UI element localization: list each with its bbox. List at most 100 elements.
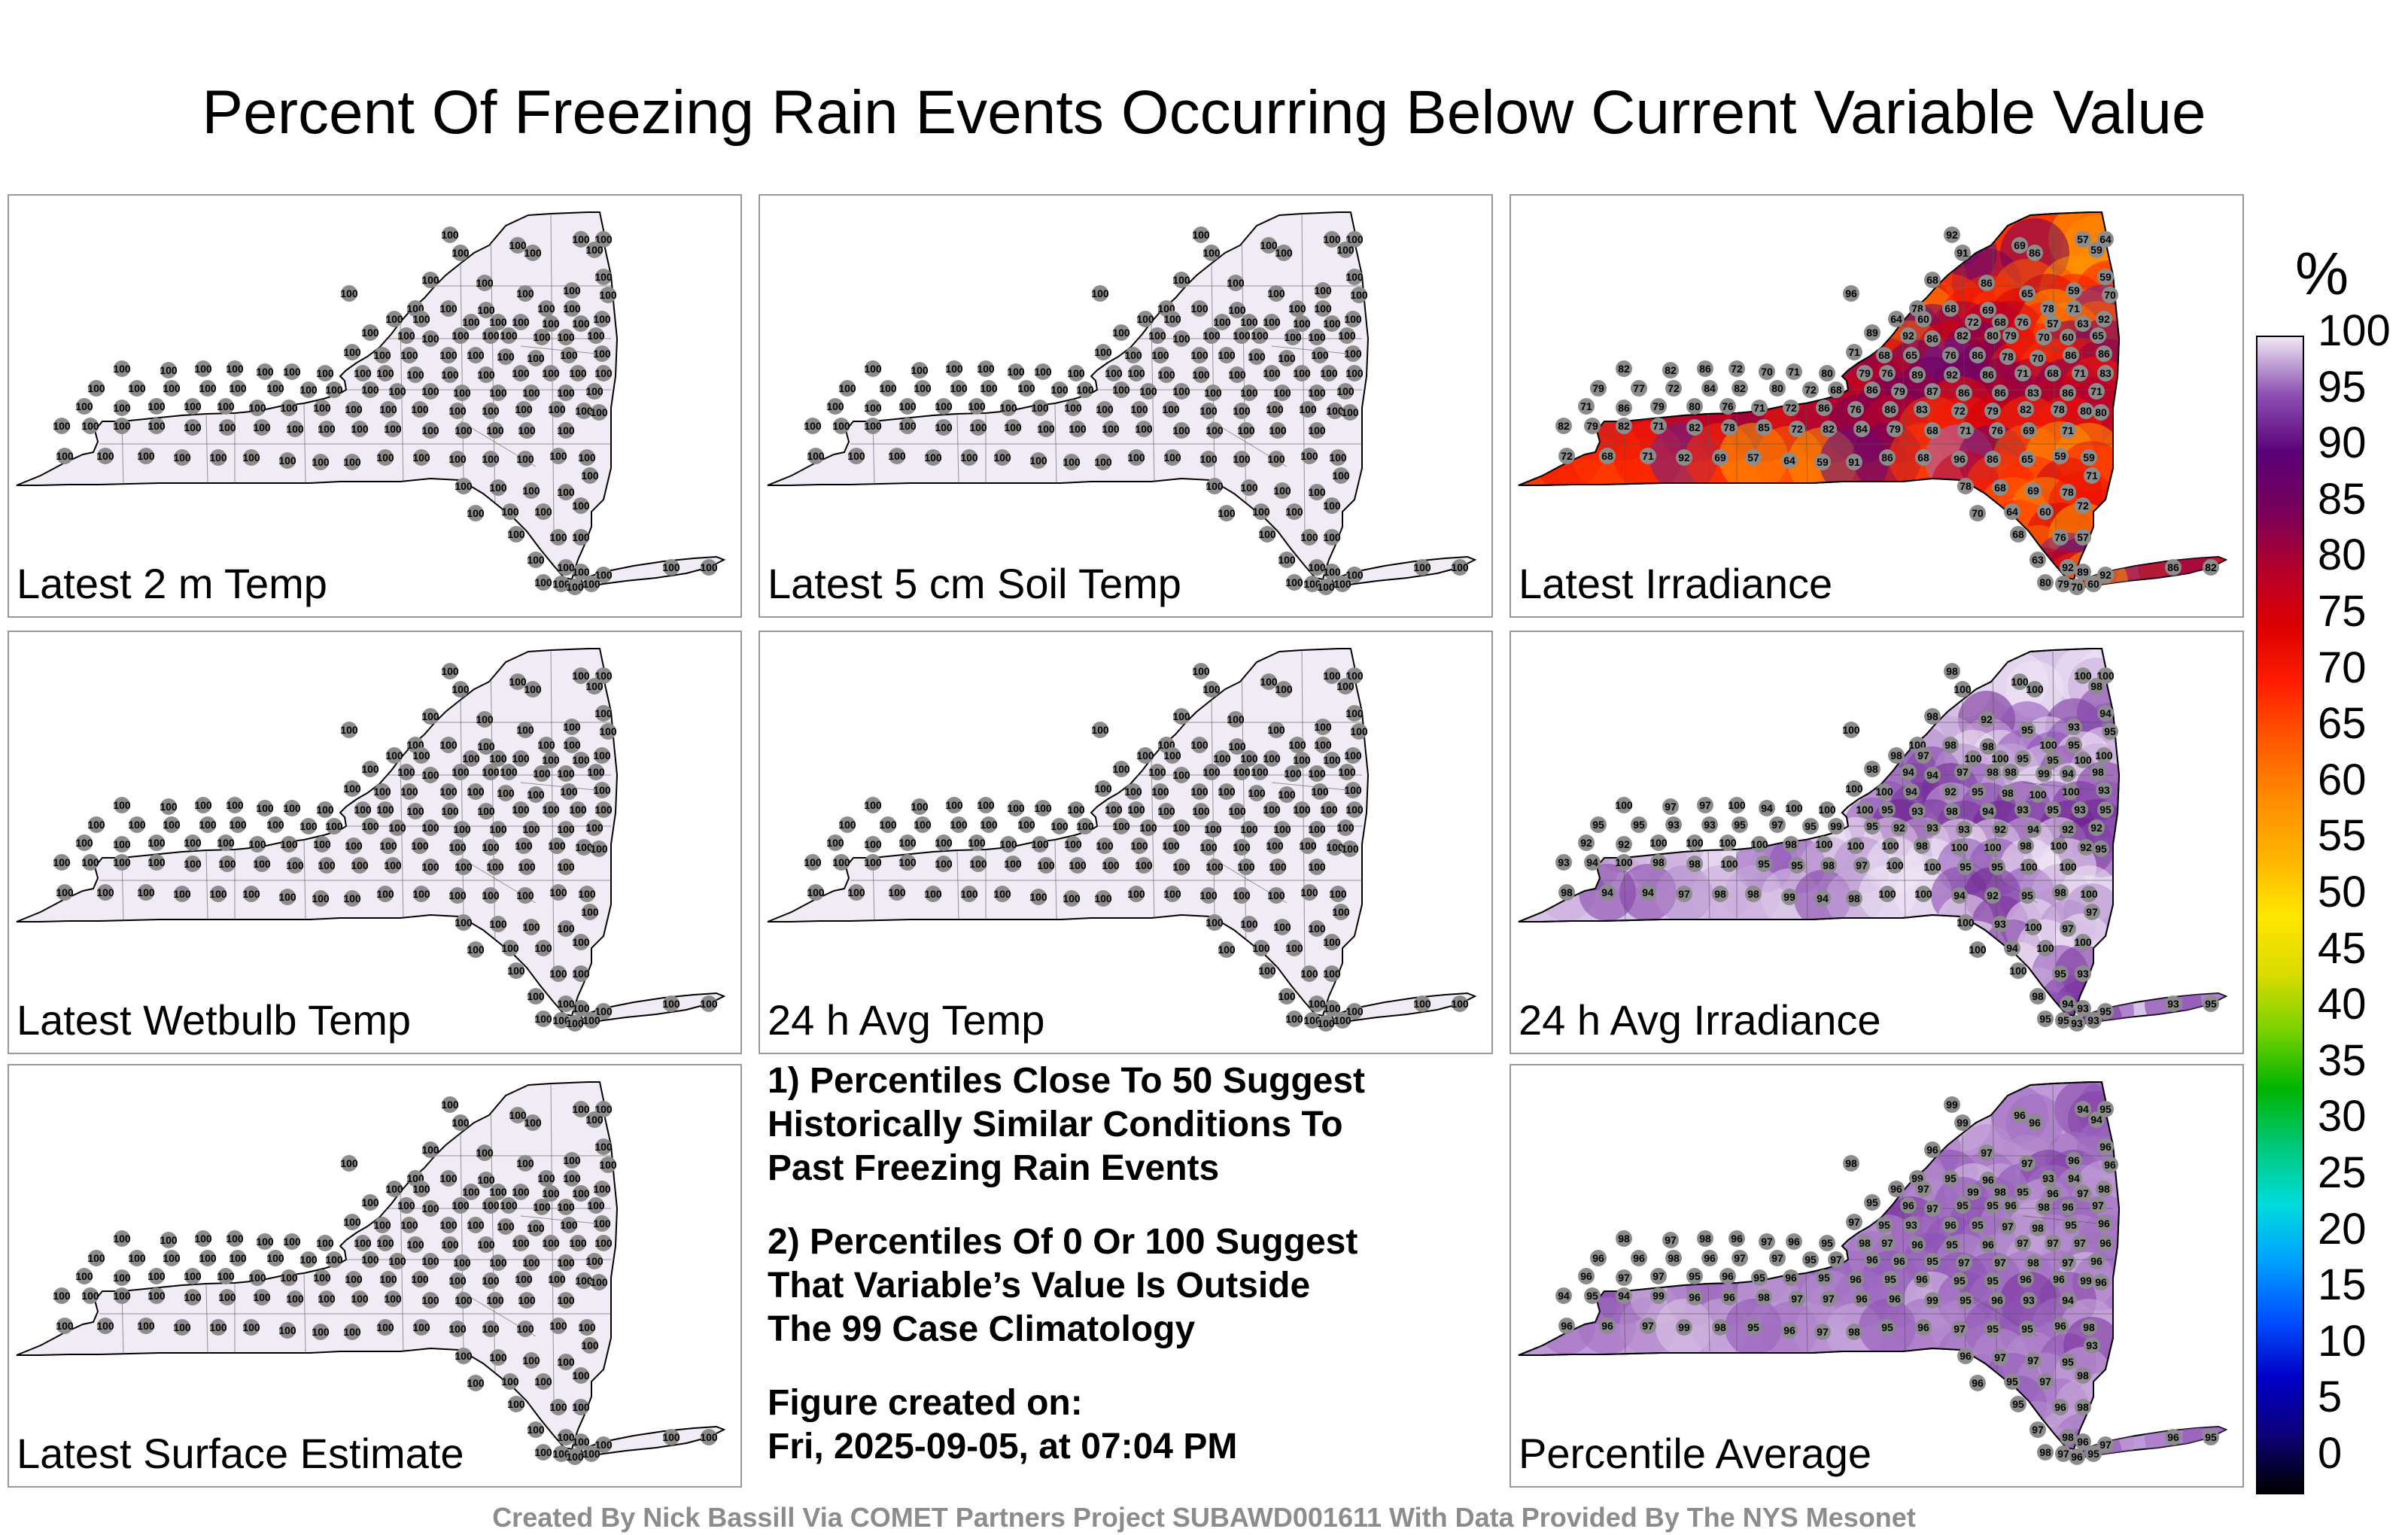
- station-marker: [386, 747, 403, 764]
- station-value: 96: [2095, 1276, 2107, 1288]
- station-value: 100: [549, 531, 567, 543]
- station-marker: [2014, 1235, 2031, 1251]
- station-marker: [914, 816, 931, 833]
- station-marker: [512, 801, 529, 818]
- station-value: 100: [1317, 1017, 1335, 1029]
- station-marker: [114, 1287, 130, 1304]
- station-value: 100: [594, 233, 613, 245]
- station-value: 100: [489, 482, 507, 494]
- station-marker: [374, 783, 391, 800]
- station-marker: [517, 887, 534, 904]
- station-marker: [1665, 380, 1682, 397]
- station-value: 100: [572, 1401, 590, 1413]
- station-marker: [1275, 245, 1292, 261]
- station-value: 100: [512, 752, 530, 764]
- station-value: 100: [376, 451, 394, 464]
- station-marker: [1992, 1254, 2008, 1271]
- station-value: 97: [1958, 1257, 1970, 1269]
- station-marker: [2010, 962, 2026, 979]
- station-value: 100: [572, 754, 590, 766]
- station-value: 97: [2077, 1187, 2089, 1199]
- station-value: 100: [184, 421, 202, 433]
- station-value: 100: [482, 330, 500, 342]
- station-marker: [1984, 839, 2001, 856]
- station-marker: [1304, 1012, 1321, 1029]
- station-marker: [210, 449, 227, 466]
- station-marker: [2017, 837, 2034, 854]
- station-marker: [1555, 1287, 1572, 1304]
- station-marker: [1414, 995, 1431, 1012]
- station-value: 100: [199, 382, 217, 394]
- station-value: 100: [1278, 554, 1296, 566]
- station-marker: [538, 1170, 555, 1187]
- station-value: 78: [1960, 480, 1972, 492]
- station-marker: [1914, 1271, 1930, 1287]
- station-marker: [1584, 1287, 1601, 1304]
- station-marker: [1289, 300, 1306, 317]
- station-value: 100: [1228, 805, 1246, 817]
- station-value: 100: [421, 424, 439, 436]
- panel-label: 24 h Avg Temp: [768, 996, 1045, 1044]
- station-value: 100: [448, 1323, 467, 1335]
- station-marker: [1193, 226, 1209, 243]
- station-value: 100: [578, 1321, 596, 1333]
- station-value: 97: [2032, 1424, 2044, 1436]
- station-marker: [518, 422, 535, 439]
- station-value: 100: [549, 1401, 567, 1413]
- station-value: 100: [1300, 968, 1318, 980]
- panel-label: 24 h Avg Irradiance: [1519, 996, 1881, 1044]
- station-value: 100: [557, 1201, 575, 1213]
- station-value: 100: [486, 424, 504, 436]
- station-value: 100: [384, 859, 402, 871]
- station-value: 97: [1994, 1351, 2006, 1363]
- station-marker: [807, 884, 824, 901]
- colorbar-tick-label: 30: [2318, 1092, 2367, 1141]
- station-marker: [1105, 801, 1122, 818]
- station-value: 93: [2077, 1002, 2089, 1014]
- station-marker: [2045, 801, 2061, 818]
- station-value: 100: [1192, 805, 1210, 817]
- station-marker: [1345, 345, 1361, 362]
- station-value: 100: [441, 805, 459, 817]
- station-value: 100: [1278, 990, 1296, 1002]
- station-marker: [977, 797, 994, 813]
- station-value: 59: [1817, 456, 1829, 468]
- station-marker: [2060, 385, 2076, 401]
- station-value: 82: [2020, 403, 2032, 415]
- station-marker: [2026, 1114, 2043, 1131]
- station-marker: [2096, 782, 2112, 798]
- station-marker: [1268, 285, 1285, 302]
- station-marker: [1309, 765, 1325, 782]
- station-marker: [1346, 567, 1363, 583]
- station-marker: [1096, 401, 1113, 418]
- station-value: 98: [2002, 787, 2014, 799]
- station-value: 100: [2009, 965, 2027, 977]
- station-marker: [114, 1230, 130, 1247]
- station-marker: [1275, 681, 1292, 698]
- station-value: 100: [173, 451, 191, 464]
- station-marker: [2069, 1448, 2085, 1465]
- colorbar-tick-label: 60: [2318, 755, 2367, 804]
- station-value: 100: [549, 450, 567, 462]
- station-marker: [1969, 1217, 1986, 1233]
- station-value: 91: [1956, 247, 1969, 259]
- station-marker: [2093, 1274, 2109, 1290]
- station-marker: [1558, 448, 1575, 464]
- station-marker: [1786, 1233, 1802, 1250]
- station-value: 100: [542, 754, 560, 766]
- station-value: 100: [147, 1270, 166, 1282]
- station-marker: [1206, 914, 1223, 931]
- station-value: 100: [522, 387, 540, 399]
- station-marker: [482, 1321, 499, 1337]
- station-value: 100: [864, 402, 882, 414]
- station-value: 100: [999, 402, 1017, 414]
- station-value: 100: [527, 554, 545, 566]
- station-marker: [1233, 887, 1250, 904]
- station-value: 100: [1320, 367, 1338, 379]
- colorbar-tick-label: 5: [2318, 1372, 2343, 1422]
- station-marker: [558, 1354, 574, 1370]
- station-value: 100: [476, 713, 494, 725]
- station-value: 100: [1151, 349, 1169, 361]
- station-marker: [588, 1197, 604, 1214]
